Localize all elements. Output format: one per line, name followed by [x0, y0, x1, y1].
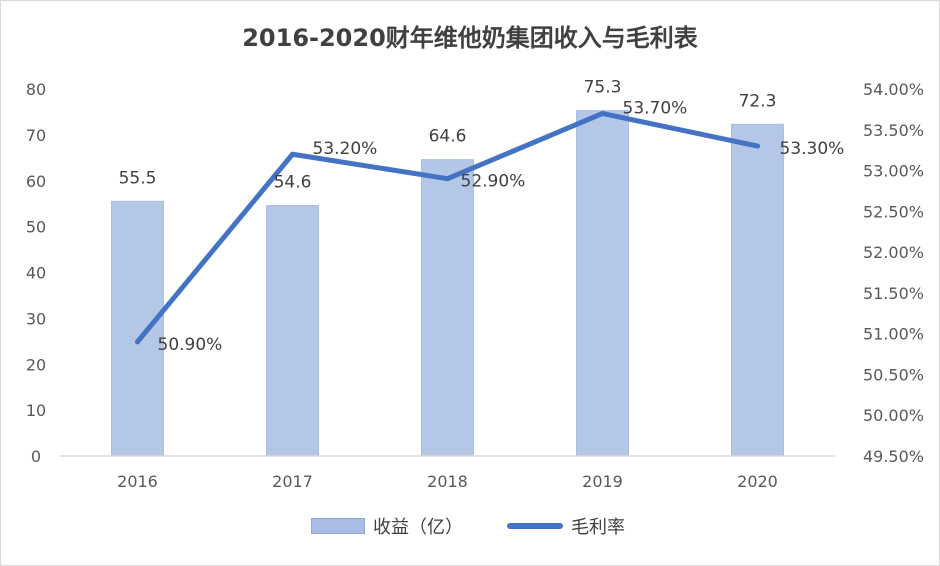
y-left-tick-label: 0: [31, 447, 41, 466]
y-right-tick-label: 52.00%: [863, 243, 924, 262]
point-margin-2018: [445, 176, 450, 182]
bar-data-label: 54.6: [274, 173, 312, 193]
bar-revenue-2019: [576, 110, 629, 457]
chart-title: 2016-2020财年维他奶集团收入与毛利表: [242, 24, 698, 52]
point-margin-2016: [135, 339, 140, 345]
y-right-tick-label: 49.50%: [863, 447, 924, 466]
bar-revenue-2020: [731, 123, 784, 457]
line-data-label: 50.90%: [158, 335, 223, 355]
y-left-tick-label: 70: [26, 126, 46, 145]
bar-revenue-2016: [111, 200, 164, 457]
bar-data-label: 64.6: [429, 127, 467, 147]
point-margin-2017: [290, 151, 295, 157]
y-left-tick-label: 10: [26, 401, 46, 420]
x-tick-label: 2016: [117, 472, 158, 491]
bar-data-label: 55.5: [119, 168, 157, 188]
point-margin-2019: [600, 110, 605, 116]
y-left-tick-label: 50: [26, 218, 46, 237]
line-data-label: 52.90%: [461, 172, 526, 192]
y-right-tick-label: 54.00%: [863, 80, 924, 99]
y-right-tick-label: 52.50%: [863, 202, 924, 221]
legend-line-swatch: [507, 523, 563, 529]
line-data-label: 53.30%: [780, 139, 845, 159]
x-tick-label: 2018: [427, 472, 468, 491]
x-tick-label: 2020: [737, 472, 778, 491]
y-right-tick-label: 51.00%: [863, 325, 924, 344]
y-right-tick-label: 50.00%: [863, 406, 924, 425]
legend-label-margin: 毛利率: [571, 517, 625, 538]
y-left-tick-label: 40: [26, 264, 46, 283]
legend-bar-swatch: [311, 518, 365, 534]
line-data-label: 53.70%: [623, 98, 688, 118]
y-left-tick-label: 20: [26, 355, 46, 374]
y-right-tick-label: 50.50%: [863, 365, 924, 384]
legend: 收益（亿） 毛利率: [0, 513, 940, 543]
legend-item-revenue: 收益（亿）: [311, 513, 463, 539]
point-margin-2020: [755, 143, 760, 149]
y-left-tick-label: 60: [26, 172, 46, 191]
y-left-tick-label: 80: [26, 80, 46, 99]
bar-revenue-2017: [266, 205, 319, 457]
legend-item-margin: 毛利率: [507, 513, 625, 539]
x-tick-label: 2019: [582, 472, 623, 491]
y-right-tick-label: 53.00%: [863, 162, 924, 181]
line-data-label: 53.20%: [313, 139, 378, 159]
x-tick-label: 2017: [272, 472, 313, 491]
bar-data-label: 75.3: [584, 78, 622, 98]
y-right-tick-label: 51.50%: [863, 284, 924, 303]
bar-data-label: 72.3: [739, 91, 777, 111]
y-left-tick-label: 30: [26, 309, 46, 328]
legend-label-revenue: 收益（亿）: [373, 517, 463, 538]
bar-revenue-2018: [421, 159, 474, 457]
y-right-tick-label: 53.50%: [863, 121, 924, 140]
